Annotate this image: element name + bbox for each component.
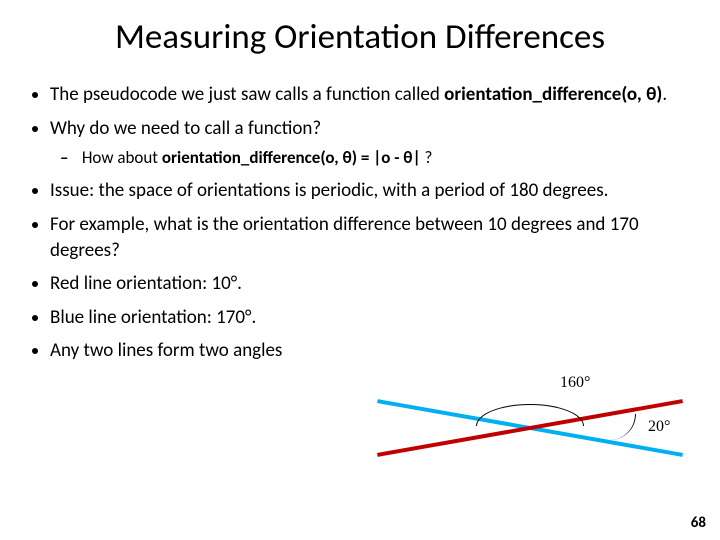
bullet-1-text-c: .	[662, 83, 667, 106]
bullet-5b: 10°.	[211, 272, 242, 295]
label-20: 20°	[648, 418, 670, 436]
angle-diagram: 160° 20°	[370, 370, 690, 490]
bullet-1: The pseudocode we just saw calls a funct…	[50, 82, 698, 108]
sub-bullet-1a: How about	[82, 147, 162, 168]
bullet-2-text: Why do we need to call a function?	[50, 117, 321, 140]
bullet-1-text-b: orientation_difference(o, θ)	[444, 83, 662, 106]
label-160: 160°	[560, 374, 590, 392]
sub-bullet-1b: orientation_difference(o, θ) = |o - θ|	[162, 147, 421, 168]
bullet-6b: 170°.	[216, 306, 256, 329]
bullet-6a: Blue line orientation:	[50, 306, 216, 329]
bullet-3: Issue: the space of orientations is peri…	[50, 178, 698, 204]
bullet-4: For example, what is the orientation dif…	[50, 212, 698, 263]
bullet-5: Red line orientation: 10°.	[50, 271, 698, 297]
bullet-5a: Red line orientation:	[50, 272, 211, 295]
arc-20	[610, 414, 636, 440]
slide: Measuring Orientation Differences The ps…	[0, 0, 720, 540]
sub-bullet-1: How about orientation_difference(o, θ) =…	[78, 147, 698, 170]
bullet-1-text-a: The pseudocode we just saw calls a funct…	[50, 83, 444, 106]
bullet-6: Blue line orientation: 170°.	[50, 305, 698, 331]
arc-160	[476, 404, 584, 426]
page-number: 68	[691, 514, 706, 532]
sub-bullet-list: How about orientation_difference(o, θ) =…	[50, 147, 698, 170]
sub-bullet-1c: ?	[421, 147, 433, 168]
bullet-2: Why do we need to call a function? How a…	[50, 116, 698, 171]
bullet-7: Any two lines form two angles	[50, 338, 698, 364]
slide-title: Measuring Orientation Differences	[22, 16, 698, 58]
bullet-list: The pseudocode we just saw calls a funct…	[22, 82, 698, 364]
